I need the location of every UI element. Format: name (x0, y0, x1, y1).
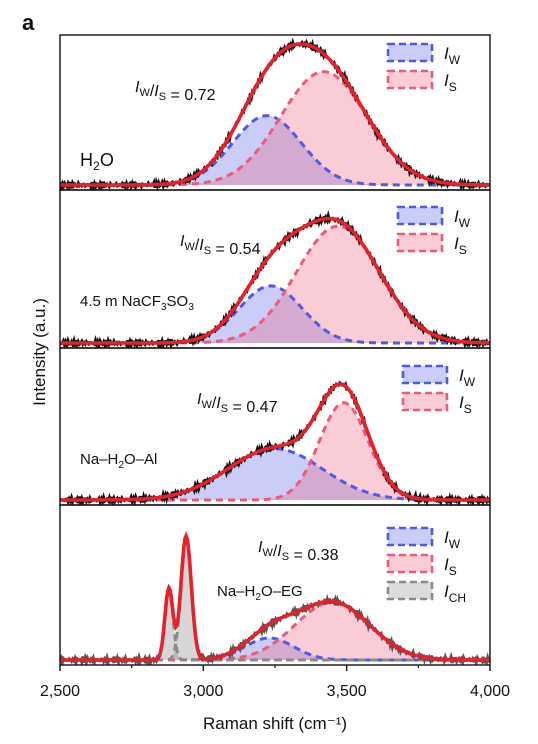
panel-2: IW/IS = 0.54 4.5 m NaCF3SO3 IW IS (59, 189, 491, 349)
legend: IW IS (401, 364, 476, 416)
sample-label: Na–H2O–Al (80, 451, 157, 471)
ratio-label: IW/IS = 0.47 (197, 391, 278, 416)
legend-label-i-s: IS (444, 555, 457, 578)
legend: IW IS (396, 205, 471, 257)
panel-1: IW/IS = 0.72 H2O IW IS (59, 34, 491, 191)
legend-label-i-w: IW (459, 366, 476, 389)
fit-i-w-0 (60, 114, 490, 187)
x-tick-label: 3,500 (327, 683, 367, 700)
legend-swatch-i-s (386, 69, 434, 90)
legend: IW IS ICH (386, 526, 466, 605)
legend-swatch-i-s (386, 553, 434, 574)
legend-label-i-w: IW (444, 528, 461, 551)
legend-swatch-i-s (401, 391, 449, 412)
sample-label: Na–H2O–EG (217, 583, 303, 603)
total-fit-curve (60, 42, 490, 187)
fill-i-w-0 (60, 638, 490, 660)
fill-i-s-1 (60, 226, 490, 343)
legend-label-i-s: IS (459, 393, 472, 416)
legend-label-i-w: IW (444, 44, 461, 67)
panel-4: IW/IS = 0.38 Na–H2O–EG IW IS ICH (59, 504, 491, 666)
fill-i-s-1 (60, 71, 490, 185)
sample-label: 4.5 m NaCF3SO3 (80, 293, 194, 313)
ratio-label: IW/IS = 0.72 (135, 79, 216, 104)
fit-i-s-1 (60, 600, 490, 662)
spectra-panels: IW/IS = 0.72 H2O IW IS IW/IS = 0.54 4.5 m NaC… (59, 34, 491, 666)
fill-i-w-0 (60, 285, 490, 343)
y-axis-label: Intensity (a.u.) (30, 298, 49, 406)
legend-swatch-i-w (396, 205, 444, 226)
total-fit-curve (60, 216, 490, 345)
legend-swatch-i-s (396, 232, 444, 253)
total-fit-curve (60, 382, 490, 502)
fill-i-w-0 (60, 448, 490, 500)
x-tick-label: 2,500 (40, 683, 80, 700)
legend-label-i-ch: ICH (444, 582, 466, 605)
panel-label: a (22, 10, 35, 35)
total-fit-curve (60, 531, 490, 662)
x-tick-label: 4,000 (470, 683, 510, 700)
fit-i-w-0 (60, 284, 490, 345)
legend: IW IS (386, 42, 461, 94)
legend-swatch-i-w (401, 364, 449, 385)
legend-swatch-i-ch (386, 580, 434, 601)
panel-3: IW/IS = 0.47 Na–H2O–Al IW IS (59, 347, 491, 506)
ratio-label: IW/IS = 0.54 (180, 233, 261, 258)
fill-i-s-1 (60, 602, 490, 660)
legend-swatch-i-w (386, 42, 434, 63)
legend-label-i-s: IS (454, 234, 467, 257)
legend-swatch-i-w (386, 526, 434, 547)
x-axis-label: Raman shift (cm⁻¹) (203, 714, 347, 733)
fit-i-ch-3 (60, 532, 490, 662)
x-axis: 2,500 3,000 3,500 4,000 (40, 665, 510, 700)
x-tick-label: 3,000 (183, 683, 223, 700)
sample-label: H2O (80, 150, 114, 173)
ratio-label: IW/IS = 0.38 (258, 539, 339, 564)
fill-i-s-1 (60, 402, 490, 500)
fill-i-w-0 (60, 115, 490, 185)
legend-label-i-s: IS (444, 71, 457, 94)
legend-label-i-w: IW (454, 207, 471, 230)
